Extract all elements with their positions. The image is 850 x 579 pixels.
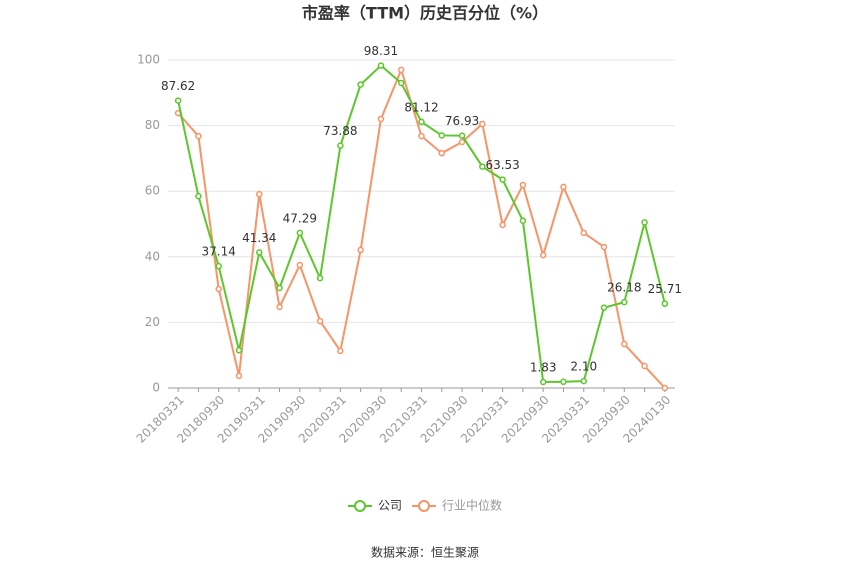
point bbox=[256, 249, 263, 256]
point bbox=[479, 120, 486, 128]
legend-label: 公司 bbox=[378, 499, 402, 513]
point bbox=[337, 142, 344, 149]
point bbox=[316, 274, 324, 282]
point bbox=[256, 190, 263, 198]
value-label: 47.29 bbox=[283, 211, 317, 225]
y-tick-label: 60 bbox=[145, 184, 160, 198]
point bbox=[296, 229, 304, 237]
point bbox=[296, 261, 304, 269]
point bbox=[560, 183, 567, 191]
point bbox=[438, 149, 446, 157]
point bbox=[499, 221, 506, 229]
point bbox=[621, 340, 628, 348]
point bbox=[600, 304, 608, 311]
legend-marker bbox=[354, 500, 366, 512]
point bbox=[580, 229, 587, 237]
point bbox=[357, 246, 364, 254]
value-label: 87.62 bbox=[161, 79, 195, 93]
point bbox=[499, 176, 506, 183]
point bbox=[357, 81, 364, 88]
value-label: 37.14 bbox=[202, 245, 236, 259]
point bbox=[600, 243, 608, 251]
value-label: 76.93 bbox=[445, 114, 479, 128]
point bbox=[174, 97, 182, 104]
value-label: 26.18 bbox=[607, 281, 641, 295]
point bbox=[479, 163, 486, 170]
point bbox=[377, 115, 385, 123]
point bbox=[438, 132, 446, 139]
y-tick-label: 100 bbox=[137, 53, 160, 67]
point bbox=[418, 118, 425, 126]
point bbox=[539, 251, 547, 259]
point bbox=[539, 378, 547, 386]
value-label: 73.88 bbox=[323, 124, 357, 138]
point bbox=[276, 303, 283, 311]
source-note: 数据来源：恒生聚源 bbox=[371, 545, 479, 560]
point bbox=[195, 132, 202, 140]
value-label: 1.83 bbox=[530, 360, 557, 374]
series-line bbox=[177, 66, 666, 389]
point bbox=[661, 300, 669, 307]
legend-marker bbox=[418, 500, 430, 512]
point bbox=[397, 79, 405, 87]
point bbox=[195, 192, 202, 200]
point bbox=[661, 384, 669, 392]
value-label: 2.10 bbox=[570, 360, 597, 374]
y-tick-label: 40 bbox=[145, 249, 160, 263]
y-tick-label: 80 bbox=[145, 118, 160, 132]
point bbox=[215, 262, 222, 270]
point bbox=[377, 62, 385, 69]
point bbox=[458, 138, 466, 146]
point bbox=[316, 317, 324, 325]
value-label: 41.34 bbox=[242, 231, 276, 245]
point bbox=[215, 285, 222, 293]
value-label: 63.53 bbox=[485, 158, 519, 172]
value-label: 81.12 bbox=[404, 100, 438, 114]
point bbox=[397, 66, 405, 74]
point bbox=[641, 219, 648, 226]
point bbox=[621, 298, 628, 306]
point bbox=[337, 347, 344, 355]
value-label: 98.31 bbox=[364, 44, 398, 58]
point bbox=[276, 284, 283, 292]
point bbox=[641, 362, 648, 370]
y-tick-label: 0 bbox=[152, 381, 160, 395]
point bbox=[580, 377, 587, 385]
point bbox=[519, 217, 527, 224]
value-label: 25.71 bbox=[648, 282, 682, 296]
y-tick-label: 20 bbox=[145, 315, 160, 329]
legend-label: 行业中位数 bbox=[442, 498, 502, 513]
point bbox=[235, 347, 243, 354]
point bbox=[519, 181, 527, 189]
point bbox=[235, 372, 243, 380]
point bbox=[418, 132, 425, 140]
point bbox=[560, 378, 567, 386]
point bbox=[458, 132, 466, 139]
chart-title: 市盈率（TTM）历史百分位（%） bbox=[302, 4, 548, 23]
